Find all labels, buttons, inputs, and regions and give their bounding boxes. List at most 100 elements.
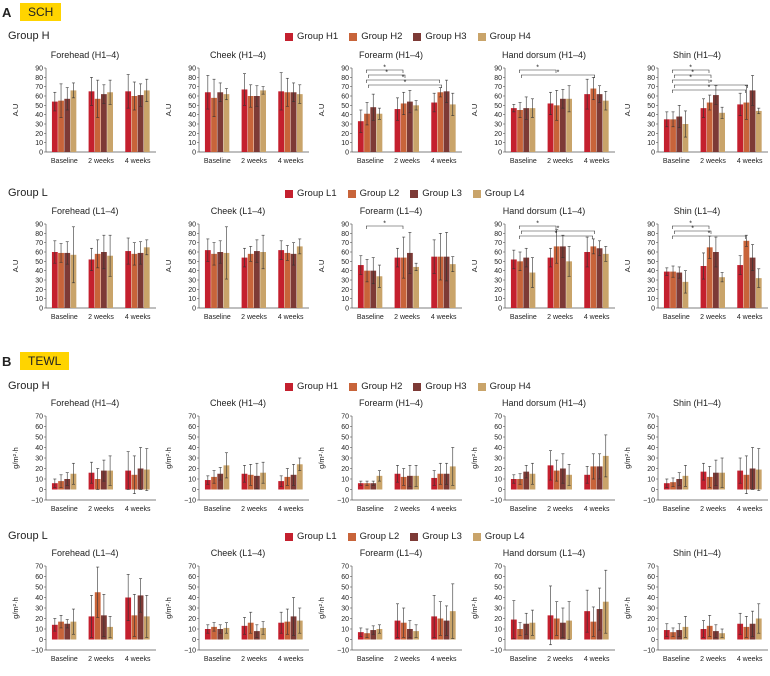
bar	[749, 257, 756, 308]
y-tick-label: 0	[345, 150, 349, 157]
y-tick-label: 20	[188, 287, 196, 294]
y-tick-label: 60	[341, 250, 349, 257]
bar	[211, 253, 217, 308]
y-tick-label: 10	[188, 627, 196, 634]
legend: Group H1 Group H2 Group H3 Group H4	[285, 381, 542, 392]
legend-swatch	[347, 189, 356, 198]
chart-title: Hand dorsum (L1–4)	[502, 206, 586, 216]
y-tick-label: 40	[341, 595, 349, 602]
y-tick-label: 70	[188, 414, 196, 421]
legend-item: Group L1	[285, 188, 337, 199]
bar	[296, 464, 303, 490]
y-tick-label: −10	[490, 498, 502, 505]
bar	[529, 272, 536, 308]
y-tick-label: 50	[647, 435, 655, 442]
legend-label: Group H4	[489, 31, 531, 42]
y-tick-label: 50	[341, 435, 349, 442]
section-letter: A	[2, 4, 12, 20]
y-tick-label: 0	[39, 306, 43, 313]
y-tick-label: 60	[35, 250, 43, 257]
y-tick-label: 40	[188, 112, 196, 119]
legend-label: Group L1	[297, 188, 337, 199]
y-tick-label: 70	[35, 414, 43, 421]
x-tick-label: 2 weeks	[88, 656, 114, 663]
bar	[670, 119, 676, 152]
y-axis-label: g/m²·h	[623, 597, 632, 619]
x-tick-label: 4 weeks	[584, 314, 610, 321]
bar	[719, 112, 725, 152]
section-b-header: B TEWL	[0, 351, 70, 371]
bar	[64, 252, 71, 308]
y-tick-label: −10	[337, 648, 349, 655]
chart-title: Hand dorsum (H1–4)	[501, 398, 587, 408]
y-tick-label: 70	[188, 240, 196, 247]
y-tick-label: 10	[341, 627, 349, 634]
bar	[131, 253, 138, 308]
chart-title: Forearm (L1–4)	[359, 206, 423, 216]
y-tick-label: 60	[494, 94, 502, 101]
bar	[58, 100, 64, 152]
legend-item: Group H1	[285, 381, 338, 392]
y-tick-label: 60	[647, 250, 655, 257]
bar	[706, 102, 713, 152]
significance-star: *	[383, 221, 386, 228]
legend-swatch	[347, 532, 356, 541]
legend-item: Group L2	[347, 531, 400, 542]
y-tick-label: 10	[341, 296, 349, 303]
significance-bracket	[368, 74, 406, 78]
bar	[370, 630, 377, 640]
y-tick-label: 30	[35, 456, 43, 463]
y-tick-label: 50	[494, 585, 502, 592]
y-axis-label: g/m²·h	[317, 447, 326, 469]
bar	[743, 102, 750, 152]
bar	[296, 246, 303, 308]
y-axis-label: g/m²·h	[470, 447, 479, 469]
bar	[51, 624, 58, 640]
bar	[584, 252, 591, 308]
x-tick-label: Baseline	[357, 656, 384, 663]
x-tick-label: Baseline	[510, 314, 537, 321]
y-tick-label: 40	[494, 112, 502, 119]
legend-item: Group H3	[413, 31, 467, 42]
x-tick-label: Baseline	[51, 158, 78, 165]
x-tick-label: 2 weeks	[394, 656, 420, 663]
legend-label: Group L2	[359, 531, 400, 542]
bar	[510, 259, 517, 308]
x-tick-label: 4 weeks	[737, 158, 763, 165]
bar	[260, 90, 266, 152]
x-tick-label: Baseline	[663, 656, 690, 663]
chart-panel: Hand dorsum (L1–4) g/m²·h −10 0 10 20 30 40 50 60…	[469, 548, 619, 668]
y-tick-label: 0	[498, 637, 502, 644]
y-tick-label: 70	[341, 564, 349, 571]
bar	[376, 113, 383, 152]
x-tick-label: 2 weeks	[700, 158, 726, 165]
bar	[719, 277, 725, 308]
y-tick-label: 20	[494, 616, 502, 623]
significance-star: *	[557, 226, 560, 233]
y-tick-label: 40	[35, 445, 43, 452]
section-letter: B	[2, 353, 12, 369]
legend-label: Group L1	[297, 531, 337, 542]
bar	[400, 103, 407, 152]
x-tick-label: 2 weeks	[394, 314, 420, 321]
x-tick-label: 4 weeks	[584, 506, 610, 513]
y-tick-label: 70	[35, 564, 43, 571]
significance-bracket	[519, 235, 593, 239]
y-tick-label: −10	[643, 648, 655, 655]
y-tick-label: 90	[188, 222, 196, 229]
bar	[204, 250, 211, 308]
bar	[370, 270, 377, 308]
bar	[376, 276, 383, 308]
y-tick-label: 70	[35, 84, 43, 91]
significance-star: *	[557, 70, 560, 77]
bar	[204, 480, 211, 490]
chart-panel: Cheek (H1–4) g/m²·h −10 0 10 20 30 40 50 60 70 Base…	[163, 398, 313, 518]
chart-svg: g/m²·h −10 0 10 20 30 40 50 60 70 Baseline 2 weeks 4…	[623, 564, 768, 663]
bar	[443, 256, 450, 308]
legend-label: Group L4	[484, 531, 525, 542]
y-tick-label: 20	[494, 466, 502, 473]
y-tick-label: 90	[188, 66, 196, 73]
bar	[547, 103, 554, 152]
legend-swatch	[413, 382, 422, 391]
bar	[370, 483, 377, 490]
